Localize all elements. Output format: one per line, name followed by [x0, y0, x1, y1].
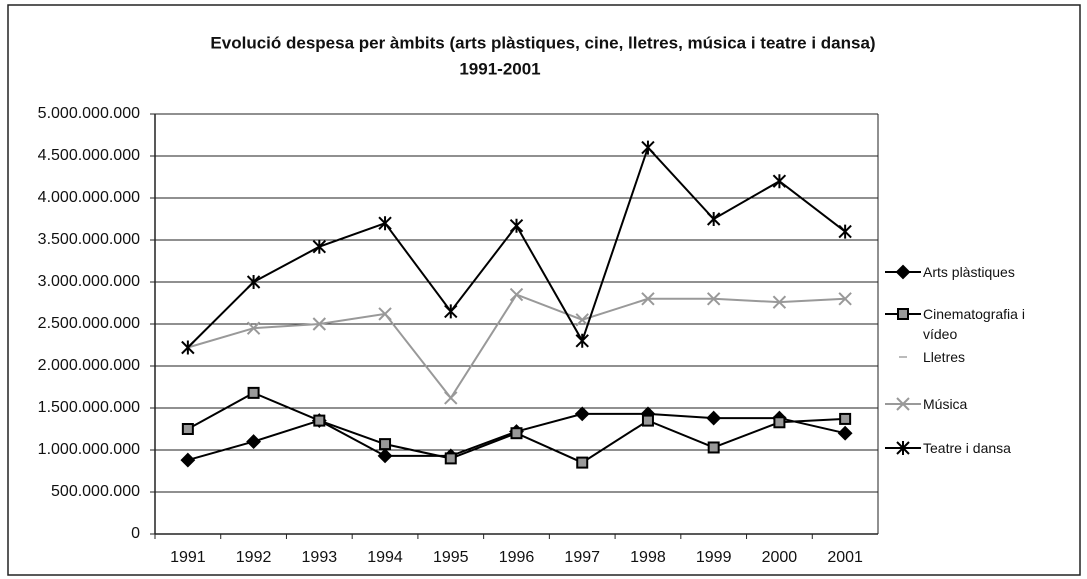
marker	[837, 425, 853, 441]
y-tick-label: 4.500.000.000	[38, 147, 140, 164]
legend-item: Lletres	[885, 347, 1043, 367]
marker	[378, 307, 392, 321]
x-tick-label: 1992	[236, 549, 272, 566]
y-tick-label: 3.500.000.000	[38, 231, 140, 248]
marker	[246, 321, 261, 335]
marker	[509, 287, 524, 302]
y-tick-label: 0	[131, 525, 140, 542]
y-tick-label: 1.000.000.000	[38, 441, 140, 458]
marker	[575, 313, 589, 327]
marker	[246, 275, 261, 289]
legend-label: Arts plàstiques	[923, 264, 1015, 280]
marker	[247, 386, 260, 399]
x-tick-label: 1996	[499, 549, 535, 566]
x-tick-label: 1999	[696, 549, 732, 566]
marker	[839, 412, 852, 425]
chart-title: Evolució despesa per àmbits (arts plàsti…	[210, 33, 875, 52]
legend-label: Teatre i dansa	[923, 440, 1011, 456]
marker	[895, 264, 911, 280]
marker	[575, 333, 589, 348]
x-tick-label: 2000	[762, 549, 798, 566]
series-line	[187, 293, 846, 400]
legend-item: Teatre i dansa	[885, 438, 1043, 458]
marker	[706, 212, 721, 226]
legend-swatch	[885, 308, 921, 320]
marker	[838, 292, 852, 306]
legend-swatch	[885, 397, 921, 411]
marker	[378, 216, 392, 231]
x-tick-label: 2001	[827, 549, 863, 566]
marker	[510, 427, 523, 440]
marker	[312, 239, 327, 254]
chart-title: 1991-2001	[459, 59, 540, 78]
series-line	[187, 145, 846, 349]
legend-swatch	[885, 264, 921, 280]
marker	[707, 441, 720, 454]
x-tick-label: 1998	[630, 549, 666, 566]
marker	[576, 456, 589, 469]
y-tick-label: 1.500.000.000	[38, 399, 140, 416]
legend-swatch	[899, 356, 907, 358]
marker	[181, 340, 195, 355]
marker	[444, 304, 458, 319]
marker	[444, 452, 457, 465]
marker	[509, 218, 524, 233]
marker	[641, 140, 655, 155]
marker	[897, 308, 909, 320]
legend-item: Arts plàstiques	[885, 262, 1043, 282]
legend-swatch	[885, 441, 921, 455]
marker	[379, 438, 392, 451]
x-tick-label: 1991	[170, 549, 206, 566]
marker	[246, 434, 262, 450]
marker	[896, 397, 910, 411]
chart-frame	[7, 4, 1081, 576]
y-tick-label: 2.500.000.000	[38, 315, 140, 332]
marker	[312, 317, 327, 331]
marker	[641, 414, 654, 427]
legend-item: Cinematografia i vídeo	[885, 304, 1043, 344]
x-tick-label: 1994	[367, 549, 403, 566]
marker	[706, 410, 722, 426]
y-tick-label: 2.000.000.000	[38, 357, 140, 374]
marker	[313, 414, 326, 427]
legend-item: Música	[885, 394, 1043, 414]
marker	[838, 224, 852, 239]
marker	[641, 292, 655, 306]
marker	[444, 391, 458, 405]
marker	[773, 416, 786, 429]
marker	[180, 452, 196, 468]
marker	[896, 441, 910, 455]
marker	[706, 292, 721, 306]
x-tick-label: 1995	[433, 549, 469, 566]
legend-label: Música	[923, 396, 968, 412]
x-tick-label: 1993	[302, 549, 338, 566]
y-tick-label: 3.000.000.000	[38, 273, 140, 290]
marker	[772, 295, 787, 309]
legend-label: Cinematografia i vídeo	[923, 306, 1025, 342]
legend-label: Lletres	[923, 349, 966, 365]
y-tick-label: 5.000.000.000	[38, 105, 140, 122]
marker	[574, 406, 590, 422]
marker	[772, 174, 787, 189]
marker	[377, 448, 393, 464]
y-tick-label: 500.000.000	[51, 483, 140, 500]
marker	[181, 423, 194, 435]
y-tick-label: 4.000.000.000	[38, 189, 140, 206]
x-tick-label: 1997	[564, 549, 600, 566]
